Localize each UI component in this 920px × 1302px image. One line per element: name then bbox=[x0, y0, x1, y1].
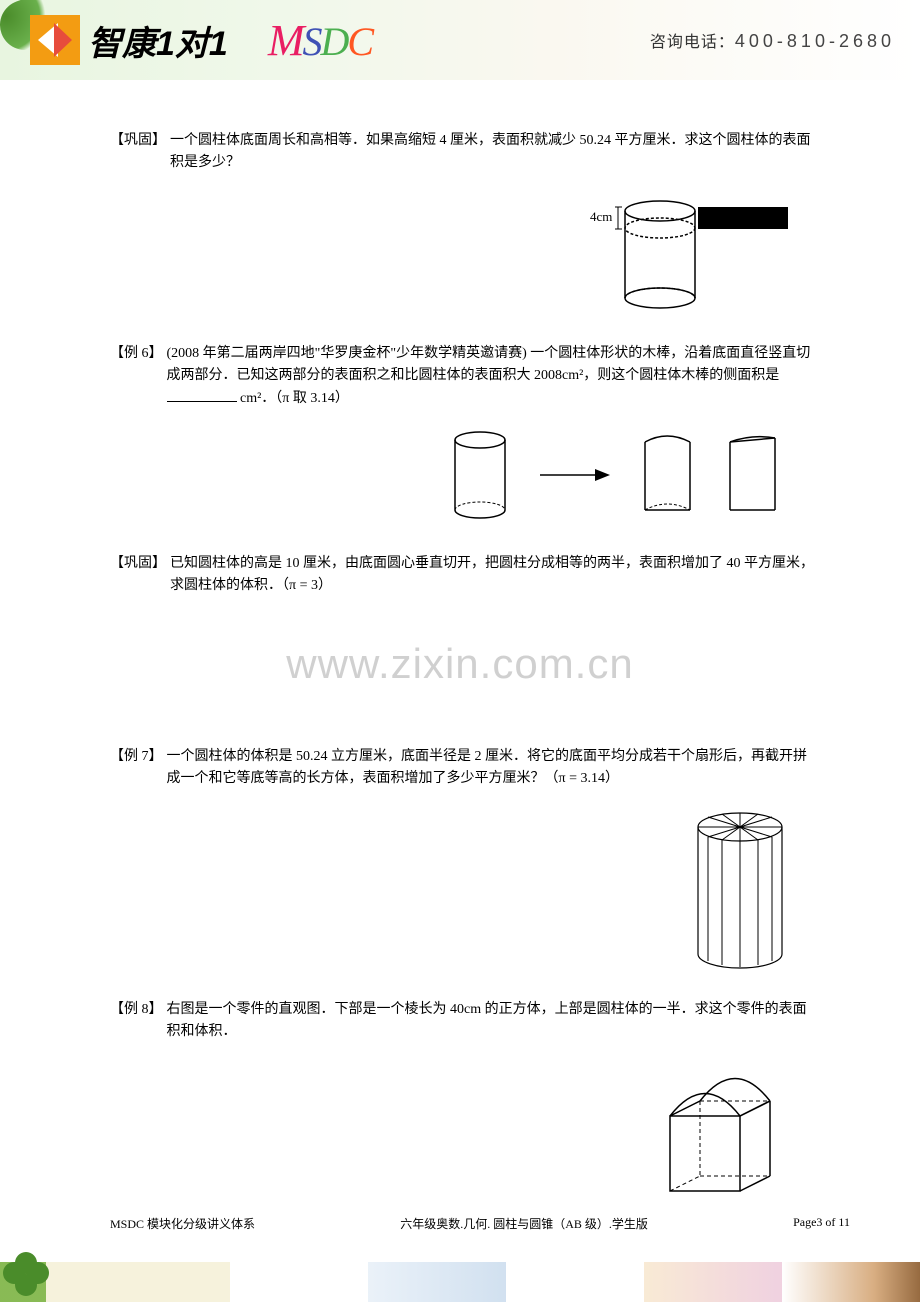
problem-text: 右图是一个零件的直观图．下部是一个棱长为 40cm 的正方体，上部是圆柱体的一半… bbox=[167, 999, 821, 1044]
cylinder-shortened-svg: 4cm bbox=[590, 193, 790, 313]
half-cylinder-2 bbox=[725, 428, 780, 523]
problem-example-6: 【例 6】 (2008 年第二届两岸四地"华罗庚金杯"少年数学精英邀请赛) 一个… bbox=[110, 343, 820, 410]
sectored-cylinder-svg bbox=[690, 809, 790, 969]
footer-left: MSDC 模块化分级讲义体系 bbox=[110, 1215, 255, 1232]
clover-icon bbox=[5, 1252, 50, 1297]
figure-cylinder-split bbox=[110, 428, 780, 523]
problem-text: (2008 年第二届两岸四地"华罗庚金杯"少年数学精英邀请赛) 一个圆柱体形状的… bbox=[167, 343, 821, 410]
fill-in-blank bbox=[167, 388, 237, 402]
problem-tag: 【巩固】 bbox=[110, 553, 166, 575]
figure-cylinder-shortened: 4cm bbox=[110, 193, 790, 313]
cylinder-left-svg bbox=[450, 428, 510, 523]
logo-icon bbox=[30, 15, 80, 65]
footer-decoration bbox=[0, 1262, 920, 1302]
msdc-logo: MSDC bbox=[268, 15, 372, 66]
phone-label: 咨询电话： bbox=[650, 34, 735, 51]
figure-label-4cm: 4cm bbox=[590, 209, 612, 224]
cube-halfcylinder-svg bbox=[650, 1061, 790, 1211]
footer-center: 六年级奥数.几何. 圆柱与圆锥（AB 级）.学生版 bbox=[400, 1215, 648, 1232]
problem-text: 一个圆柱体的体积是 50.24 立方厘米，底面半径是 2 厘米．将它的底面平均分… bbox=[167, 746, 821, 791]
half-cylinder-1 bbox=[640, 428, 695, 523]
phone-info: 咨询电话：400-810-2680 bbox=[650, 28, 895, 52]
problem-tag: 【巩固】 bbox=[110, 130, 166, 152]
figure-cylinder-sectors bbox=[110, 809, 790, 969]
problem-tag: 【例 6】 bbox=[110, 343, 163, 365]
page-footer: MSDC 模块化分级讲义体系 六年级奥数.几何. 圆柱与圆锥（AB 级）.学生版… bbox=[110, 1215, 850, 1232]
problem-example-7: 【例 7】 一个圆柱体的体积是 50.24 立方厘米，底面半径是 2 厘米．将它… bbox=[110, 746, 820, 791]
footer-right: Page3 of 11 bbox=[793, 1215, 850, 1232]
brand-logo: 智康1对1 bbox=[30, 15, 228, 65]
problem-tag: 【例 8】 bbox=[110, 999, 163, 1021]
problem-text: 一个圆柱体底面周长和高相等．如果高缩短 4 厘米，表面积就减少 50.24 平方… bbox=[170, 130, 820, 175]
arrow-icon bbox=[540, 465, 610, 485]
figure-cube-halfcylinder bbox=[110, 1061, 790, 1211]
problem-consolidation-1: 【巩固】 一个圆柱体底面周长和高相等．如果高缩短 4 厘米，表面积就减少 50.… bbox=[110, 130, 820, 175]
phone-number: 400-810-2680 bbox=[735, 31, 895, 51]
problem-consolidation-2: 【巩固】 已知圆柱体的高是 10 厘米，由底面圆心垂直切开，把圆柱分成相等的两半… bbox=[110, 553, 820, 598]
problem-text: 已知圆柱体的高是 10 厘米，由底面圆心垂直切开，把圆柱分成相等的两半，表面积增… bbox=[170, 553, 820, 598]
problem-tag: 【例 7】 bbox=[110, 746, 163, 768]
brand-text: 智康1对1 bbox=[88, 16, 228, 65]
problem-example-8: 【例 8】 右图是一个零件的直观图．下部是一个棱长为 40cm 的正方体，上部是… bbox=[110, 999, 820, 1044]
watermark: www.zixin.com.cn bbox=[0, 640, 920, 688]
page-header: 智康1对1 MSDC 咨询电话：400-810-2680 bbox=[0, 0, 920, 80]
